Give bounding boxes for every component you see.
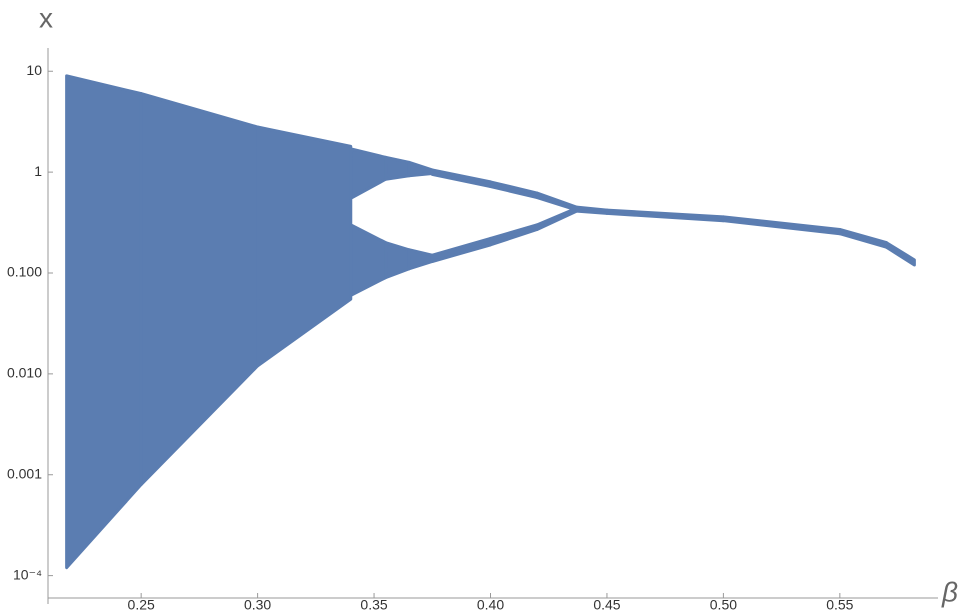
band-segment xyxy=(384,155,411,181)
x-tick-label: 0.35 xyxy=(360,597,387,613)
band-segment xyxy=(535,191,579,212)
y-tick-label: 0.100 xyxy=(7,264,42,280)
y-tick-label: 10 xyxy=(26,62,42,78)
band-segment xyxy=(349,223,388,297)
band-segment xyxy=(430,236,492,264)
band-segment xyxy=(407,160,434,178)
band-segment xyxy=(65,74,143,570)
x-tick-label: 0.55 xyxy=(826,597,853,613)
x-tick-label: 0.30 xyxy=(244,597,271,613)
band-segment xyxy=(139,92,260,487)
y-tick-label: 1 xyxy=(34,163,42,179)
band-segment xyxy=(884,241,916,267)
x-tick-label: 0.40 xyxy=(477,597,504,613)
band-segment xyxy=(575,205,609,215)
band-segment xyxy=(384,241,411,280)
x-tick-label: 0.45 xyxy=(593,597,620,613)
band-segment xyxy=(256,125,353,368)
y-tick-label: 10⁻⁴ xyxy=(13,566,42,582)
band-segment xyxy=(489,180,539,200)
band-segment xyxy=(535,206,579,231)
band-segment xyxy=(838,227,888,249)
band-segment xyxy=(721,215,842,236)
x-axis-label: β xyxy=(941,576,958,607)
y-tick-label: 0.010 xyxy=(7,365,42,381)
band-segment xyxy=(489,223,539,247)
x-tick-label: 0.25 xyxy=(128,597,155,613)
band-segment xyxy=(349,147,388,200)
band-segment xyxy=(407,248,434,271)
band-segment xyxy=(605,208,725,223)
y-axis-label: x xyxy=(39,2,53,33)
x-tick-label: 0.50 xyxy=(710,597,737,613)
band-segment xyxy=(430,168,492,189)
y-tick-label: 0.001 xyxy=(7,465,42,481)
